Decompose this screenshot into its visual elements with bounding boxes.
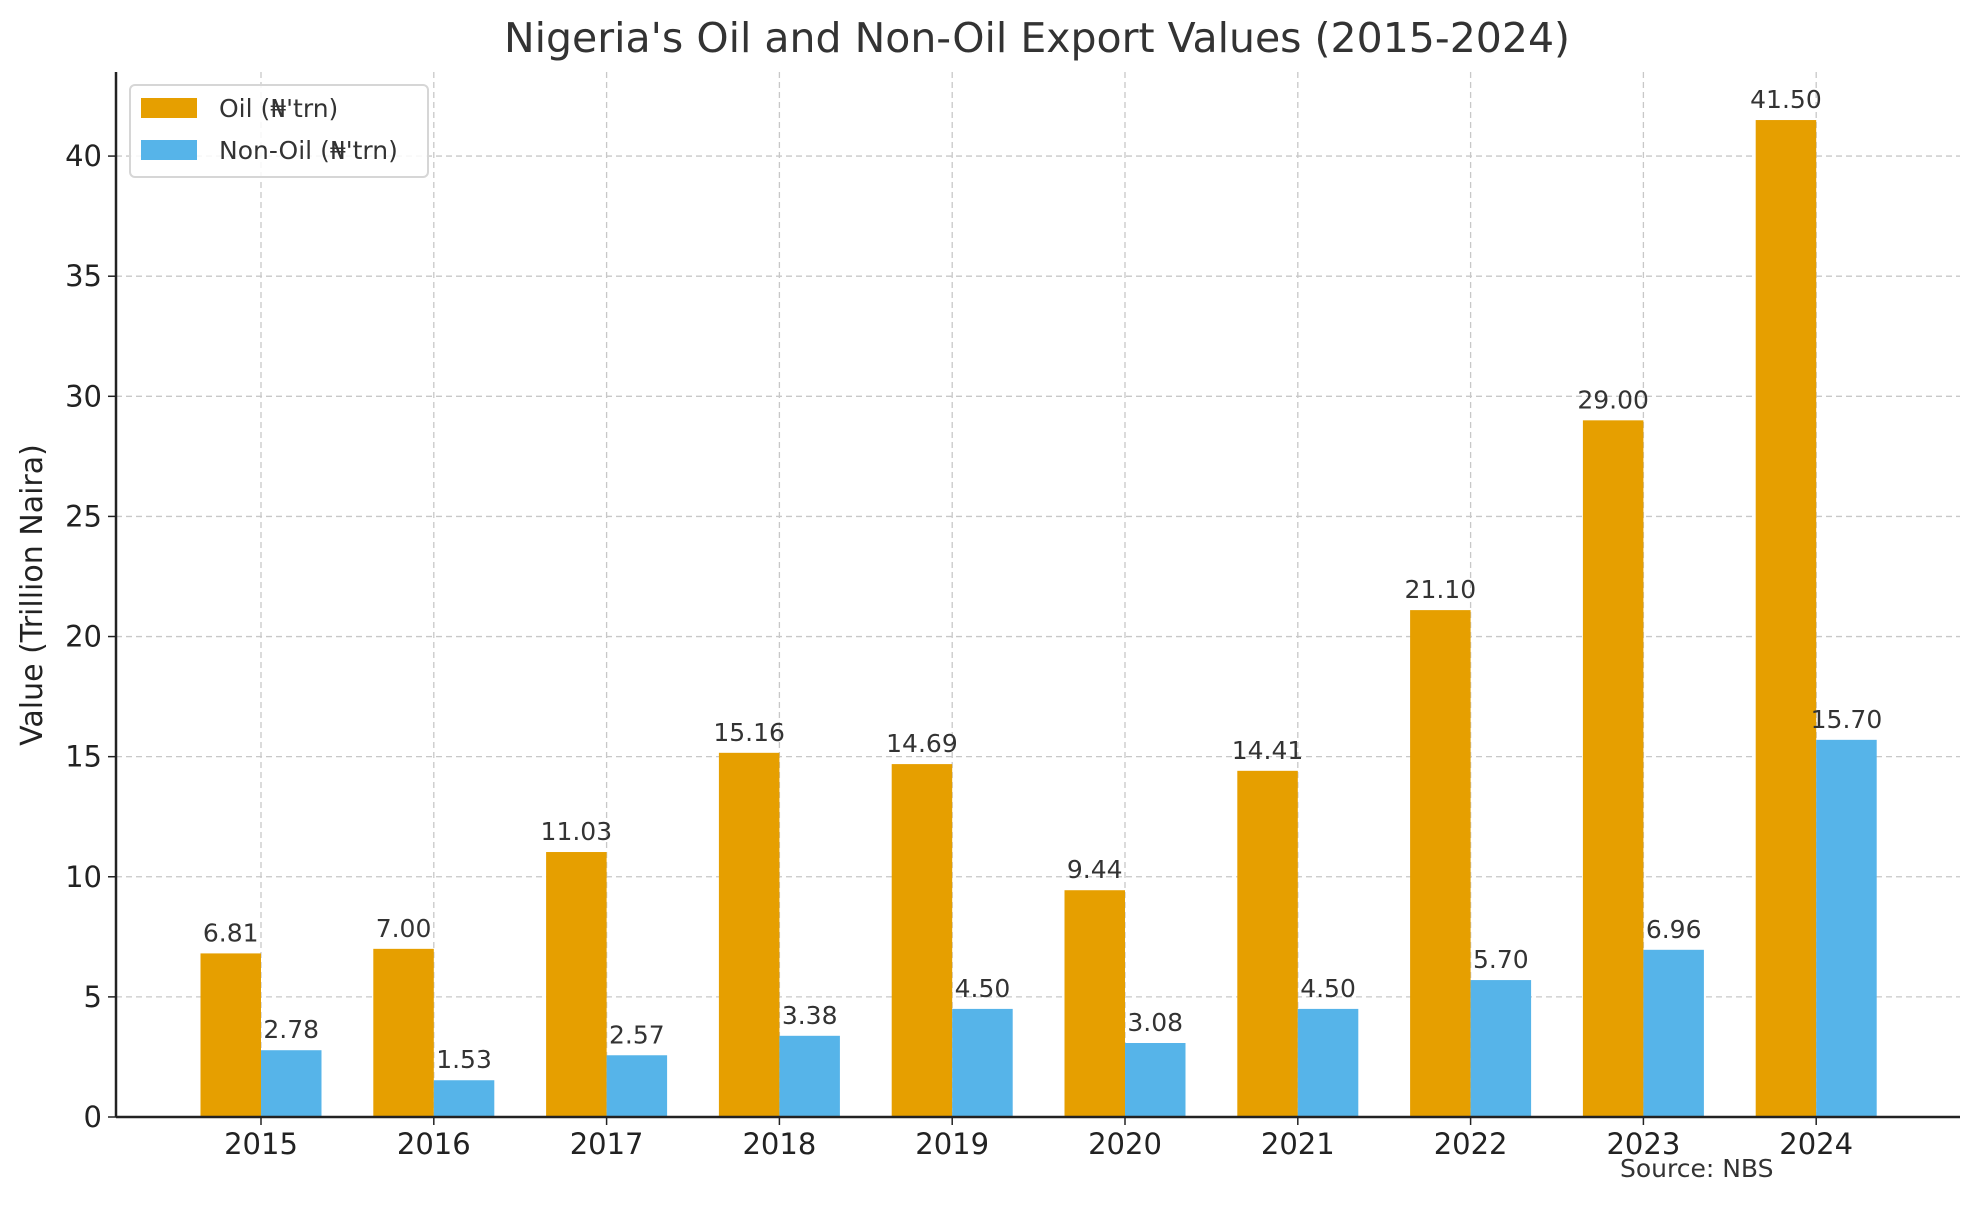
data-label: 9.44 xyxy=(1067,855,1123,884)
y-tick-label: 40 xyxy=(65,139,102,173)
oil-bar xyxy=(1582,420,1644,1117)
x-tick-label: 2017 xyxy=(570,1127,644,1161)
x-tick-label: 2015 xyxy=(224,1127,298,1161)
oil-bar xyxy=(200,953,261,1117)
oil-bar xyxy=(546,852,607,1117)
legend-label-oil: Oil (₦'trn) xyxy=(219,94,338,123)
chart-title: Nigeria's Oil and Non-Oil Export Values … xyxy=(504,14,1570,62)
y-tick-label: 20 xyxy=(65,620,102,654)
data-label: 41.50 xyxy=(1750,85,1822,114)
data-label: 21.10 xyxy=(1405,575,1477,604)
data-label: 15.16 xyxy=(713,718,785,747)
x-tick-label: 2018 xyxy=(742,1127,816,1161)
oil-bar xyxy=(1237,770,1298,1117)
data-label: 3.08 xyxy=(1127,1008,1183,1037)
x-tick-label: 2021 xyxy=(1261,1127,1335,1161)
y-tick-label: 10 xyxy=(65,860,102,894)
legend-swatch-oil xyxy=(141,98,197,118)
data-label: 15.70 xyxy=(1811,705,1883,734)
y-tick-label: 5 xyxy=(84,980,102,1014)
oil-bar xyxy=(1755,120,1817,1118)
x-tick-label: 2016 xyxy=(397,1127,471,1161)
x-tick-label: 2023 xyxy=(1606,1127,1680,1161)
non-oil-bar xyxy=(1297,1008,1359,1117)
non-oil-bar xyxy=(1125,1043,1186,1117)
non-oil-bar xyxy=(433,1080,495,1117)
y-tick-label: 0 xyxy=(84,1100,102,1134)
oil-bar xyxy=(718,752,780,1117)
y-axis-label: Value (Trillion Naira) xyxy=(15,444,50,746)
non-oil-bar xyxy=(952,1008,1013,1117)
bars xyxy=(200,120,1877,1118)
data-label: 5.70 xyxy=(1473,945,1529,974)
legend-swatch-non-oil xyxy=(141,140,197,160)
data-label: 6.81 xyxy=(203,918,259,947)
y-tick-label: 25 xyxy=(65,499,102,533)
data-labels: 6.81 7.00 11.03 15.16 14.69 9.44 14.41 21.10 29.… xyxy=(203,85,1882,1074)
legend: Oil (₦'trn) Non-Oil (₦'trn) xyxy=(129,84,429,178)
data-label: 4.50 xyxy=(1300,974,1356,1003)
oil-bar xyxy=(373,948,434,1117)
oil-bar xyxy=(891,764,953,1117)
y-tick-label: 35 xyxy=(65,259,102,293)
source-annotation: Source: NBS xyxy=(1620,1154,1774,1183)
data-label: 14.41 xyxy=(1232,736,1304,765)
data-label: 6.96 xyxy=(1646,915,1702,944)
non-oil-bar xyxy=(779,1035,840,1117)
y-tick-label: 15 xyxy=(65,740,102,774)
x-tick-label: 2020 xyxy=(1088,1127,1162,1161)
axes: 0 5 10 15 20 25 30 35 40 2015 2016 2017 2018 2019 2020… xyxy=(65,72,1960,1161)
data-label: 3.38 xyxy=(782,1001,838,1030)
oil-bar xyxy=(1410,610,1471,1117)
x-tick-label: 2022 xyxy=(1434,1127,1508,1161)
legend-label-non-oil: Non-Oil (₦'trn) xyxy=(219,136,398,165)
oil-bar xyxy=(1064,890,1125,1117)
x-tick-label: 2019 xyxy=(915,1127,989,1161)
non-oil-bar xyxy=(1816,739,1877,1117)
non-oil-bar xyxy=(1643,949,1704,1117)
data-label: 1.53 xyxy=(436,1045,492,1074)
data-label: 2.57 xyxy=(609,1020,665,1049)
data-label: 14.69 xyxy=(886,729,958,758)
data-label: 11.03 xyxy=(541,817,613,846)
non-oil-bar xyxy=(606,1055,668,1117)
y-tick-label: 30 xyxy=(65,379,102,413)
data-label: 29.00 xyxy=(1577,385,1649,414)
data-label: 7.00 xyxy=(376,914,432,943)
non-oil-bar xyxy=(261,1050,322,1117)
data-label: 2.78 xyxy=(263,1015,319,1044)
x-tick-label: 2024 xyxy=(1779,1127,1853,1161)
non-oil-bar xyxy=(1470,980,1532,1117)
data-label: 4.50 xyxy=(955,974,1011,1003)
